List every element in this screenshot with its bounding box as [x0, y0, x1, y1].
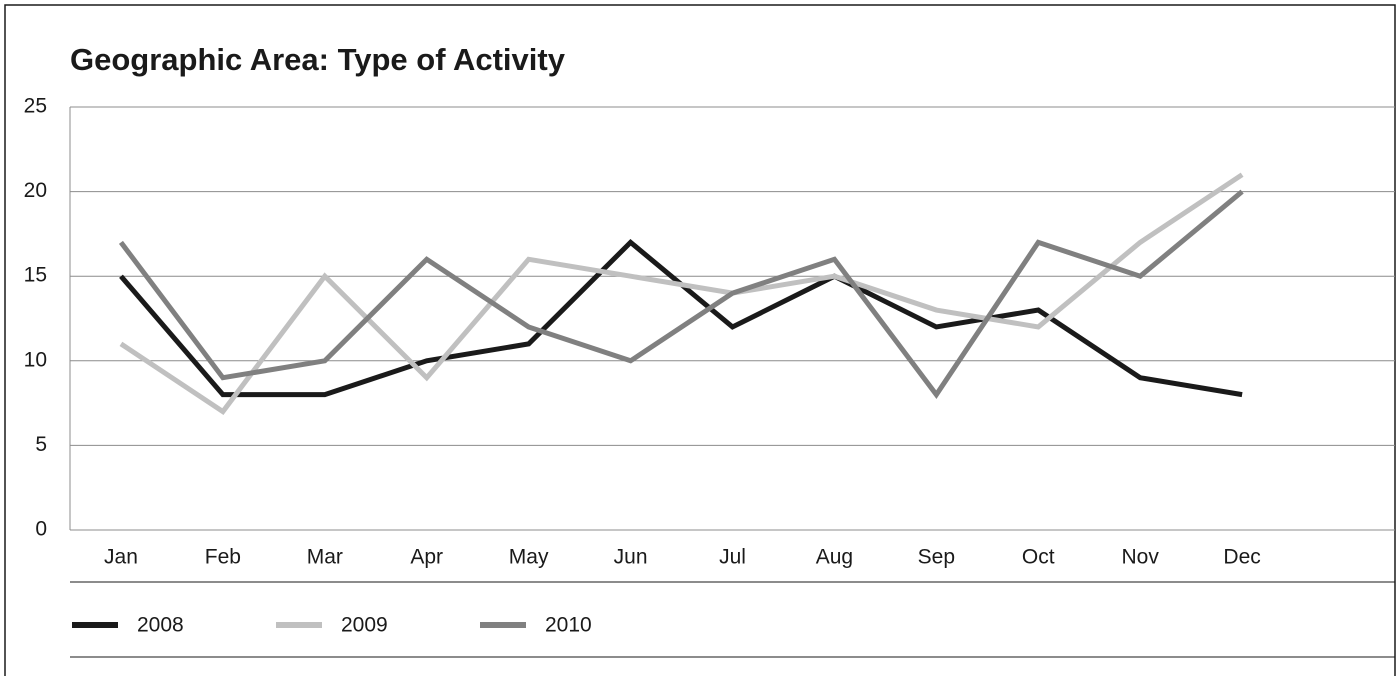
y-tick-label: 25	[24, 95, 47, 118]
x-tick-label: Nov	[1122, 546, 1160, 569]
series-line	[118, 189, 1244, 399]
y-tick-label: 0	[35, 518, 47, 541]
frame	[4, 4, 1396, 676]
x-tick-label: Jul	[719, 546, 746, 569]
y-tick-label: 15	[24, 264, 47, 287]
y-tick-label: 20	[24, 179, 47, 202]
x-tick-label: Mar	[307, 546, 343, 569]
x-tick-label: Apr	[410, 546, 443, 569]
x-tick-label: Sep	[918, 546, 955, 569]
legend-label: 2010	[545, 614, 592, 637]
x-tick-label: Jun	[614, 546, 648, 569]
x-tick-label: Jan	[104, 546, 138, 569]
x-tick-label: May	[509, 546, 549, 569]
series-line	[119, 238, 1243, 398]
legend-label: 2008	[137, 614, 184, 637]
x-tick-label: Dec	[1223, 546, 1260, 569]
chart-title: Geographic Area: Type of Activity	[70, 42, 566, 77]
x-tick-label: Feb	[205, 546, 241, 569]
y-tick-label: 10	[24, 348, 47, 371]
x-tick-label: Aug	[816, 546, 853, 569]
series-line	[119, 172, 1244, 415]
x-tick-label: Oct	[1022, 546, 1055, 569]
legend-label: 2009	[341, 614, 388, 637]
y-tick-label: 5	[35, 433, 47, 456]
